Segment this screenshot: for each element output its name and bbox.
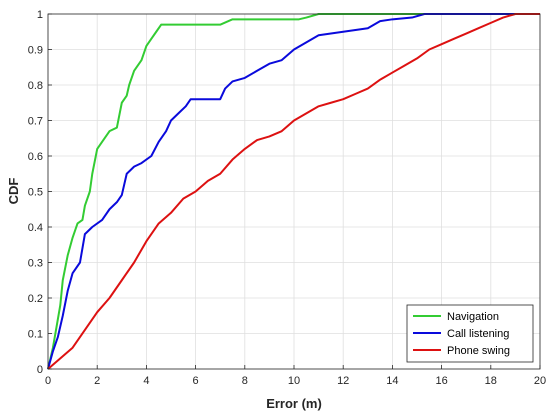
x-tick-label: 14: [386, 375, 398, 387]
x-tick-label: 12: [337, 375, 349, 387]
x-tick-label: 8: [242, 375, 248, 387]
x-tick-label: 0: [45, 375, 51, 387]
y-tick-label: 0.9: [28, 45, 43, 57]
x-axis-ticks: 0 2 4 6 8 10 12 14 16 18 20: [45, 365, 546, 387]
legend-label: Phone swing: [447, 345, 510, 357]
legend-label: Call listening: [447, 328, 509, 340]
y-axis-ticks: 0 0.1 0.2 0.3 0.4 0.5 0.6 0.7 0.8 0.9 1: [28, 9, 52, 376]
y-tick-label: 0.4: [28, 222, 43, 234]
y-tick-label: 0.8: [28, 80, 43, 92]
x-tick-label: 16: [435, 375, 447, 387]
legend-label: Navigation: [447, 311, 499, 323]
legend: Navigation Call listening Phone swing: [406, 304, 534, 363]
y-tick-label: 0.2: [28, 293, 43, 305]
y-tick-label: 0: [37, 364, 43, 376]
y-tick-label: 1: [37, 9, 43, 21]
series-lines: [47, 13, 540, 370]
y-tick-label: 0.1: [28, 329, 43, 341]
x-tick-label: 20: [534, 375, 546, 387]
y-tick-label: 0.7: [28, 116, 43, 128]
x-axis-label: Error (m): [266, 396, 322, 411]
y-axis-label: CDF: [6, 178, 21, 205]
y-tick-label: 0.3: [28, 258, 43, 270]
x-tick-label: 18: [485, 375, 497, 387]
x-tick-label: 10: [288, 375, 300, 387]
y-tick-label: 0.6: [28, 151, 43, 163]
x-tick-label: 6: [193, 375, 199, 387]
y-tick-label: 0.5: [28, 187, 43, 199]
x-tick-label: 4: [143, 375, 149, 387]
series-line-call-listening: [47, 13, 540, 370]
series-line-phone-swing: [47, 13, 540, 370]
series-line-navigation: [47, 13, 540, 370]
x-tick-label: 2: [94, 375, 100, 387]
